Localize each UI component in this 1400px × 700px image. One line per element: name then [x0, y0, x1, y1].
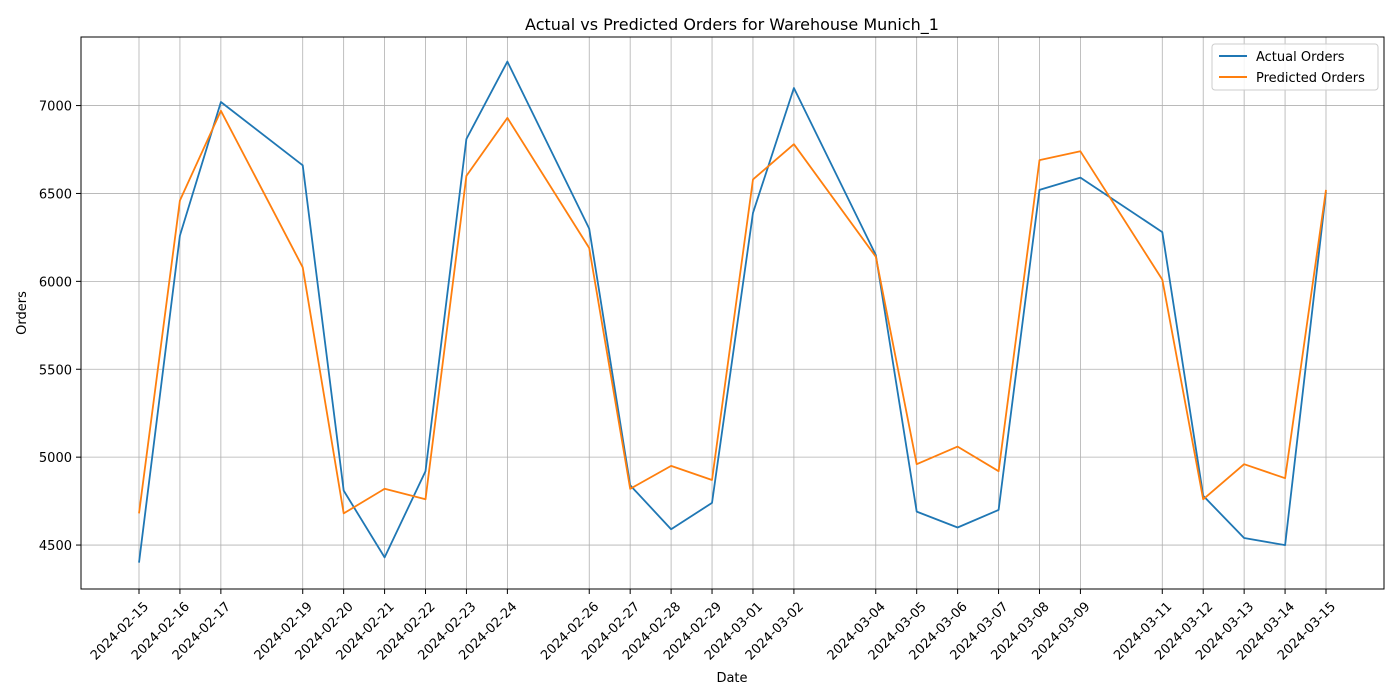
y-tick-label: 6500	[39, 187, 72, 202]
series-line-predicted-orders	[138, 109, 1327, 515]
grid	[81, 37, 1384, 589]
legend-box	[1211, 43, 1379, 91]
legend-label: Actual Orders	[1256, 50, 1345, 65]
y-tick-label: 5500	[39, 363, 72, 378]
y-tick-label: 7000	[39, 100, 72, 115]
plot-area-frame	[80, 36, 1385, 590]
x-axis-label: Date	[716, 671, 747, 686]
legend: Actual Orders Predicted Orders	[1211, 43, 1379, 91]
y-axis-ticks: 4500 5000 5500 6000 6500 7000	[39, 100, 81, 554]
y-tick-label: 6000	[39, 275, 72, 290]
chart-title: Actual vs Predicted Orders for Warehouse…	[525, 15, 939, 35]
y-axis-label: Orders	[15, 291, 30, 335]
series-line-actual-orders	[138, 60, 1327, 563]
legend-label: Predicted Orders	[1256, 71, 1365, 86]
y-tick-label: 5000	[39, 451, 72, 466]
series-lines	[138, 60, 1327, 563]
y-tick-label: 4500	[39, 539, 72, 554]
